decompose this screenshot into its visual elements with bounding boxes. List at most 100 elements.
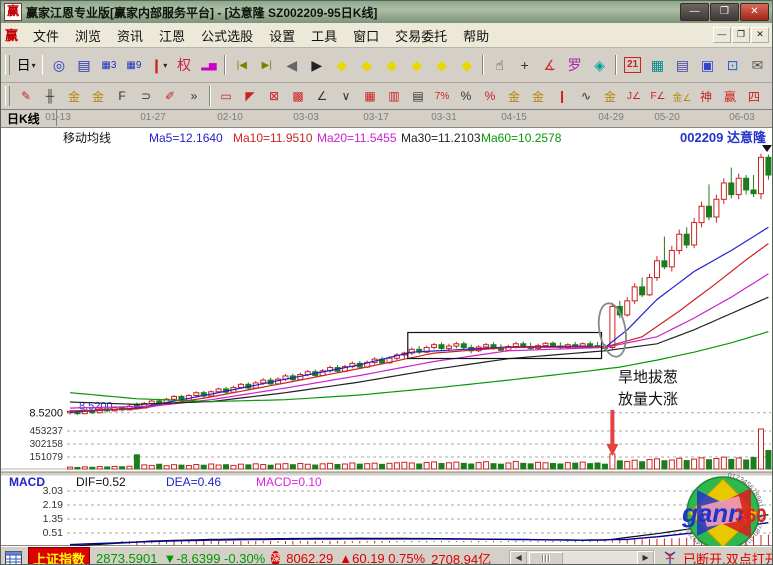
menu-item-0[interactable]: 文件 [33, 28, 60, 44]
fan-lines-tool-icon[interactable]: ◤ [238, 87, 262, 106]
scroll-right-button[interactable]: ▶ [637, 551, 655, 564]
cycle-tool-icon[interactable]: ◈ [587, 54, 612, 76]
doc-restore-button[interactable]: ❐ [732, 27, 750, 43]
calendar-icon[interactable]: 21 [620, 54, 645, 76]
volume-bar [304, 463, 311, 470]
gold-grid2-icon[interactable]: 金 [86, 87, 110, 106]
wave-abc-icon[interactable]: ∿ [574, 87, 598, 106]
angle-measure-icon[interactable]: ∡ [537, 54, 562, 76]
scroll-left-button[interactable]: ◀ [510, 551, 528, 564]
rights-restore-icon[interactable]: 权 [171, 54, 196, 76]
grid-tool-icon: ╫ [45, 89, 55, 103]
toolbar-grip[interactable] [5, 55, 10, 75]
overlay-chart-icon[interactable]: ◎ [46, 54, 71, 76]
diamond-right-icon[interactable]: ◆ [354, 54, 379, 76]
gann-box-tool-icon[interactable]: ⊠ [262, 87, 286, 106]
doc-minimize-button[interactable]: — [713, 27, 731, 43]
gold-grid-icon[interactable]: 金 [62, 87, 86, 106]
menu-item-9[interactable]: 帮助 [463, 28, 490, 44]
minimize-button[interactable]: — [680, 3, 709, 21]
dropdown-arrow-icon: ▾ [31, 60, 36, 70]
chart-area[interactable]: 8.5200 453237 302158 151079 3.03 2.19 1.35 0.51… [1, 128, 773, 554]
bars-9min-icon[interactable]: ▦9 [121, 54, 146, 76]
candle-style-button[interactable]: ❙ ▾ [146, 54, 171, 76]
percent-lines-icon[interactable]: % [478, 87, 502, 106]
first-page-icon[interactable]: |◀ [229, 54, 254, 76]
diamond-next-icon[interactable]: ◆ [454, 54, 479, 76]
horizontal-scrollbar[interactable]: ◀ ▶ [509, 550, 656, 564]
j-angle-icon[interactable]: J∠ [622, 87, 646, 106]
circle-tool-icon[interactable]: ⊃ [134, 87, 158, 106]
info-panel-icon[interactable]: ▤ [71, 54, 96, 76]
f-grid-icon[interactable]: F [110, 87, 134, 106]
scroll-thumb[interactable] [529, 552, 564, 564]
diamond-expand-icon[interactable]: ◆ [379, 54, 404, 76]
gann-grid-tool-icon[interactable]: ▩ [286, 87, 310, 106]
bars-3min-icon[interactable]: ▦3 [96, 54, 121, 76]
mail-icon[interactable]: ✉ [745, 54, 770, 76]
diamond-left-icon[interactable]: ◆ [329, 54, 354, 76]
notepad-icon[interactable]: ▤ [670, 54, 695, 76]
close-button[interactable]: ✕ [740, 3, 769, 21]
measure-pencil-icon[interactable]: ✐ [158, 87, 182, 106]
candle [757, 156, 764, 195]
percent7-icon[interactable]: 7% [430, 87, 454, 106]
grid-tool-icon[interactable]: ╫ [38, 87, 62, 106]
connection-status[interactable]: 已断开,双点打开. [683, 552, 773, 565]
angle-lines-tool-icon[interactable]: ∠ [310, 87, 334, 106]
si-angle-icon[interactable]: 四 [742, 87, 766, 106]
gann-wheel-icon: 罗 [567, 57, 582, 73]
shenzhen-icon[interactable]: 深 [271, 551, 281, 564]
hand-tool-icon[interactable]: ☝ [487, 54, 512, 76]
calculator-icon[interactable]: ▦ [645, 54, 670, 76]
gann-wheel-icon[interactable]: 罗 [562, 54, 587, 76]
grid-red2-icon[interactable]: ▥ [382, 87, 406, 106]
gold-lines-icon[interactable]: 金 [526, 87, 550, 106]
candle [512, 343, 519, 348]
shen-angle-icon[interactable]: 神 [694, 87, 718, 106]
menu-item-5[interactable]: 设置 [269, 28, 296, 44]
diamond-compress-icon[interactable]: ◆ [404, 54, 429, 76]
gold-angle-icon[interactable]: 金∠ [670, 87, 694, 106]
diamond-prev-icon[interactable]: ◆ [429, 54, 454, 76]
menu-item-8[interactable]: 交易委托 [395, 28, 448, 44]
network-icon[interactable]: ⊡ [720, 54, 745, 76]
volume-bar [81, 466, 88, 470]
gann-grid-tool-icon: ▩ [292, 89, 304, 103]
pane-separator[interactable] [1, 472, 773, 476]
menu-item-1[interactable]: 浏览 [75, 28, 102, 44]
next-page-icon[interactable]: ▶ [304, 54, 329, 76]
kline-period-button[interactable]: 日 ▾ [14, 54, 39, 76]
prev-page-icon[interactable]: ◀ [279, 54, 304, 76]
candle-pen-icon[interactable]: ❙ [550, 87, 574, 106]
volume-analysis-icon[interactable]: ▂▅ [196, 54, 221, 76]
toolbar-grip[interactable] [5, 86, 10, 106]
grid-red-icon[interactable]: ▦ [358, 87, 382, 106]
menu-item-7[interactable]: 窗口 [353, 28, 380, 44]
save-icon[interactable]: ▣ [695, 54, 720, 76]
draw-pencil-icon[interactable]: ✎ [14, 87, 38, 106]
index-table-icon[interactable] [5, 551, 22, 564]
market-index-button[interactable]: 上证指数 [28, 547, 91, 564]
more-tools-button[interactable]: » [182, 87, 206, 106]
menu-item-6[interactable]: 工具 [311, 28, 338, 44]
menu-item-2[interactable]: 资讯 [117, 28, 144, 44]
menu-item-3[interactable]: 江恩 [159, 28, 186, 44]
menu-item-4[interactable]: 公式选股 [201, 28, 254, 44]
ying-angle-icon[interactable]: 赢 [718, 87, 742, 106]
volume-bar [750, 456, 757, 470]
scroll-track[interactable] [527, 552, 638, 564]
price-scale-icon[interactable]: ▤ [406, 87, 430, 106]
maximize-button[interactable]: ❐ [710, 3, 739, 21]
f-angle-icon[interactable]: F∠ [646, 87, 670, 106]
circle-tool-icon: ⊃ [140, 89, 152, 103]
last-page-icon[interactable]: ▶| [254, 54, 279, 76]
crosshair-tool-icon[interactable]: + [512, 54, 537, 76]
gold-circle-icon[interactable]: 金 [502, 87, 526, 106]
kline-chart[interactable]: 8.5200 453237 302158 151079 3.03 2.19 1.35 0.51… [1, 128, 773, 554]
gold-underline-icon[interactable]: 金 [598, 87, 622, 106]
zigzag-tool-icon[interactable]: ∨ [334, 87, 358, 106]
doc-close-button[interactable]: ✕ [751, 27, 769, 43]
percent-icon[interactable]: % [454, 87, 478, 106]
rect-box-tool-icon[interactable]: ▭ [214, 87, 238, 106]
